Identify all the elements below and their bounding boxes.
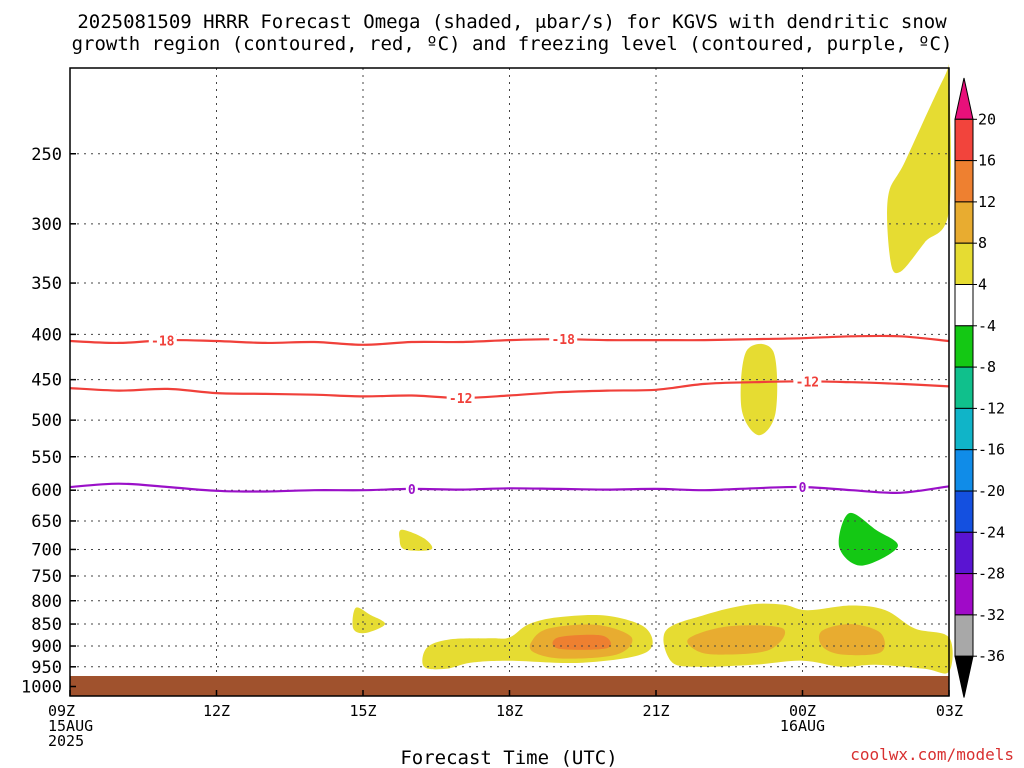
omega-shaded-region [399,529,433,551]
colorbar-label: 16 [978,152,996,170]
x-tick-label: 18Z [496,702,523,720]
contour-label-bg [796,479,809,494]
colorbar-swatch [954,573,974,616]
contour-label-bg [793,374,822,389]
y-tick-label: 350 [31,274,62,294]
contour-label-bg [446,390,475,405]
colorbar-label: -20 [978,482,1005,500]
x-tick-label: 2025 [48,732,84,750]
colorbar-swatch [954,242,974,285]
contour-label: -18 [151,334,175,349]
contour-label: 0 [408,483,416,498]
contour-label-bg [549,332,578,347]
colorbar-label: -28 [978,565,1005,583]
contour-label-bg [405,481,418,496]
colorbar-swatch [954,614,974,657]
colorbar-label: -24 [978,523,1005,541]
colorbar-label: 20 [978,110,996,128]
y-tick-label: 600 [31,481,62,501]
y-tick-label: 500 [31,411,62,431]
omega-shaded-region [663,603,953,674]
contour-label-bg [148,333,177,348]
omega-shading [352,63,953,674]
colorbar-swatch [954,531,974,575]
omega-shaded-region [352,607,386,634]
omega-shaded-region [838,512,898,566]
colorbar-swatch [954,160,974,203]
contour-line [69,334,950,346]
contour-line [69,482,950,495]
y-tick-label: 950 [31,658,62,678]
x-tick-label: 09Z [48,702,75,720]
colorbar-label: -16 [978,441,1005,459]
contour-label: 0 [799,481,807,496]
x-tick-label: 21Z [642,702,669,720]
y-tick-label: 550 [31,448,62,468]
colorbar-swatch [954,325,974,368]
colorbar-label: -8 [978,358,996,376]
y-tick-label: 400 [31,325,62,345]
title-line: growth region (contoured, red, ºC) and f… [72,33,953,55]
colorbar-label: -36 [978,647,1005,665]
contour-label: -18 [551,333,575,348]
x-tick-label: 15Z [349,702,376,720]
colorbar-swatch [954,655,974,698]
omega-shaded-region [552,634,611,650]
colorbar-label: -12 [978,399,1005,417]
x-tick-label: 00Z [789,702,816,720]
colorbar-swatch [954,490,974,533]
title-line: 2025081509 HRRR Forecast Omega (shaded, … [77,11,947,33]
y-tick-label: 750 [31,567,62,587]
omega-shaded-region [818,624,885,656]
y-tick-label: 450 [31,371,62,391]
omega-shaded-region [740,343,778,436]
omega-colorbar: 20 16 12 8 4 -4 -8 -12 -16 -20 -24 -28 -32 -36 [954,77,1005,698]
colorbar-swatch [954,284,974,327]
pressure-axis: 2503003504004505005506006507007508008509… [21,145,76,698]
terrain-ground [70,675,949,696]
omega-shaded-region [887,63,952,274]
x-tick-label: 12Z [203,702,230,720]
contour-label: -12 [449,392,472,407]
chart-title: 2025081509 HRRR Forecast Omega (shaded, … [72,11,953,55]
x-axis-label: Forecast Time (UTC) [400,747,617,768]
colorbar-swatch [954,77,974,120]
x-tick-label: 15AUG [48,717,93,735]
y-tick-label: 900 [31,637,62,657]
y-tick-label: 1000 [21,678,62,698]
colorbar-label: 12 [978,193,996,211]
terrain-fill [70,675,949,696]
y-tick-label: 250 [31,145,62,165]
y-tick-label: 650 [31,512,62,532]
omega-shaded-region [687,625,786,655]
temperature-contours: -18 -18 -12 -12 0 0 [69,332,950,498]
x-tick-label: 16AUG [780,717,825,735]
colorbar-label: -32 [978,606,1005,624]
y-tick-label: 850 [31,615,62,635]
colorbar-swatch [954,201,974,244]
colorbar-label: 8 [978,234,987,252]
colorbar-label: -4 [978,317,996,335]
x-tick-label: 03Z [936,702,963,720]
y-tick-label: 800 [31,592,62,612]
y-tick-label: 300 [31,215,62,235]
colorbar-swatch [954,118,974,162]
colorbar-swatch [954,366,974,409]
y-tick-label: 700 [31,540,62,560]
source-credit[interactable]: coolwx.com/models [850,745,1014,764]
contour-label: -12 [796,375,819,390]
colorbar-swatch [954,449,974,492]
colorbar-label: 4 [978,276,987,294]
colorbar-swatch [954,407,974,451]
